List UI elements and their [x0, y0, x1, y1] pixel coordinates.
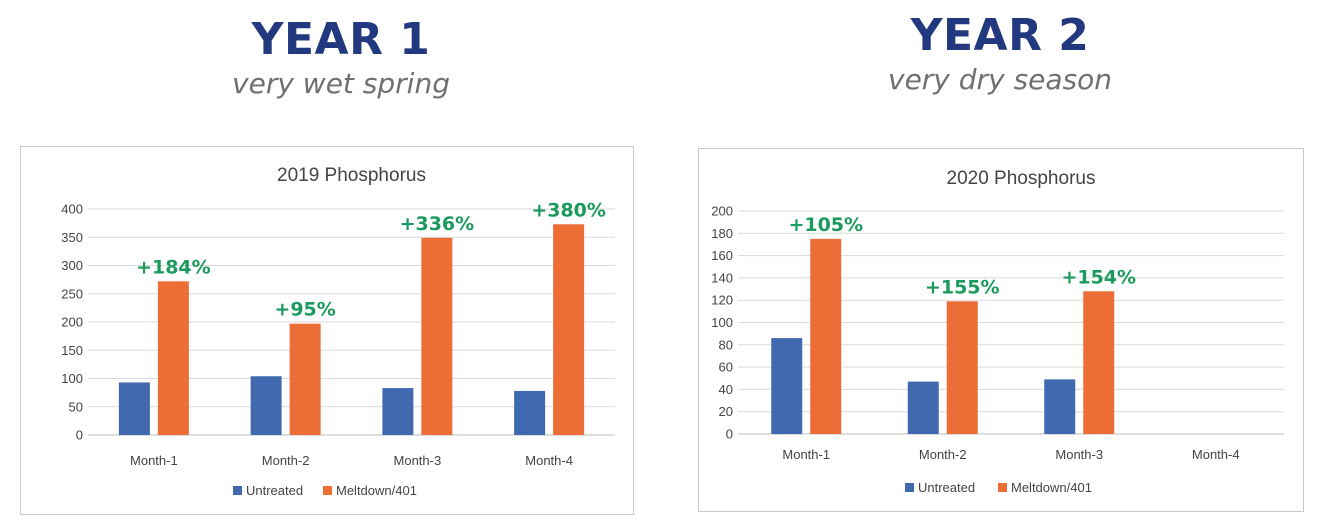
bar-untreated-month-1: [118, 382, 150, 435]
year-title: YEAR 1: [251, 14, 431, 65]
bar-meltdown-401-month-4: [553, 224, 585, 435]
bar-untreated-month-2: [907, 381, 939, 434]
chart-panel-2020: 2020 Phosphorus 0 20 40 60 80 100 120 140 160 180 2…: [698, 148, 1304, 512]
year-title: YEAR 2: [910, 10, 1090, 61]
legend-label: Untreated: [246, 483, 303, 498]
y-tick-label: 400: [61, 202, 83, 217]
y-tick-label: 100: [61, 371, 83, 386]
bar-untreated-month-4: [514, 390, 546, 435]
bar-untreated-month-2: [250, 376, 282, 435]
x-category-label: Month-3: [1055, 447, 1103, 462]
legend-swatch: [998, 483, 1007, 492]
y-tick-label: 350: [61, 230, 83, 245]
legend-swatch: [905, 483, 914, 492]
percent-increase-label: +155%: [925, 276, 1000, 298]
percent-increase-label: +105%: [788, 214, 863, 236]
x-category-label: Month-4: [1192, 447, 1240, 462]
y-tick-label: 60: [719, 360, 733, 375]
legend-label: Untreated: [918, 480, 975, 495]
y-tick-label: 300: [61, 258, 83, 273]
bar-meltdown-401-month-1: [157, 281, 189, 435]
percent-increase-label: +184%: [136, 256, 211, 278]
chart-title: 2020 Phosphorus: [947, 168, 1096, 189]
y-tick-label: 140: [711, 270, 733, 285]
x-category-label: Month-2: [262, 453, 310, 468]
legend-swatch: [233, 486, 242, 495]
y-tick-label: 80: [719, 337, 733, 352]
percent-increase-label: +154%: [1061, 266, 1136, 288]
y-tick-label: 50: [69, 399, 83, 414]
bar-untreated-month-3: [1044, 379, 1076, 434]
x-category-label: Month-1: [782, 447, 830, 462]
bar-meltdown-401-month-1: [810, 238, 842, 434]
x-category-label: Month-2: [919, 447, 967, 462]
percent-increase-label: +95%: [274, 299, 335, 321]
y-tick-label: 40: [719, 382, 733, 397]
y-tick-label: 20: [719, 404, 733, 419]
percent-increase-label: +336%: [400, 213, 475, 235]
chart-2019-phosphorus: 2019 Phosphorus 0 50 100 150 200 250 300 350 400 +…: [61, 165, 615, 498]
legend-label: Meltdown/401: [1011, 480, 1092, 495]
y-tick-label: 160: [711, 248, 733, 263]
bar-meltdown-401-month-2: [946, 301, 978, 434]
year-2-heading: YEAR 2 very dry season: [790, 12, 1210, 96]
chart-2020-phosphorus: 2020 Phosphorus 0 20 40 60 80 100 120 140 160 180 2…: [711, 168, 1284, 495]
bar-untreated-month-1: [771, 338, 803, 434]
percent-increase-label: +380%: [531, 199, 606, 221]
legend-swatch: [323, 486, 332, 495]
y-tick-label: 180: [711, 226, 733, 241]
bar-meltdown-401-month-3: [421, 237, 453, 435]
y-tick-label: 200: [711, 204, 733, 219]
y-tick-label: 100: [711, 315, 733, 330]
bar-meltdown-401-month-2: [289, 323, 321, 435]
y-tick-label: 150: [61, 343, 83, 358]
y-tick-label: 0: [726, 427, 733, 442]
legend-label: Meltdown/401: [336, 483, 417, 498]
x-category-label: Month-1: [130, 453, 178, 468]
year-1-heading: YEAR 1 very wet spring: [131, 16, 551, 100]
chart-title: 2019 Phosphorus: [277, 165, 426, 186]
bar-meltdown-401-month-3: [1083, 291, 1115, 434]
chart-panel-2019: 2019 Phosphorus 0 50 100 150 200 250 300 350 400 +…: [20, 146, 634, 515]
x-category-label: Month-3: [394, 453, 442, 468]
bar-untreated-month-3: [382, 388, 414, 435]
y-tick-label: 120: [711, 293, 733, 308]
year-subtitle: very wet spring: [232, 67, 450, 100]
y-tick-label: 0: [76, 428, 83, 443]
y-tick-label: 250: [61, 286, 83, 301]
year-subtitle: very dry season: [888, 63, 1112, 96]
x-category-label: Month-4: [525, 453, 573, 468]
y-tick-label: 200: [61, 315, 83, 330]
